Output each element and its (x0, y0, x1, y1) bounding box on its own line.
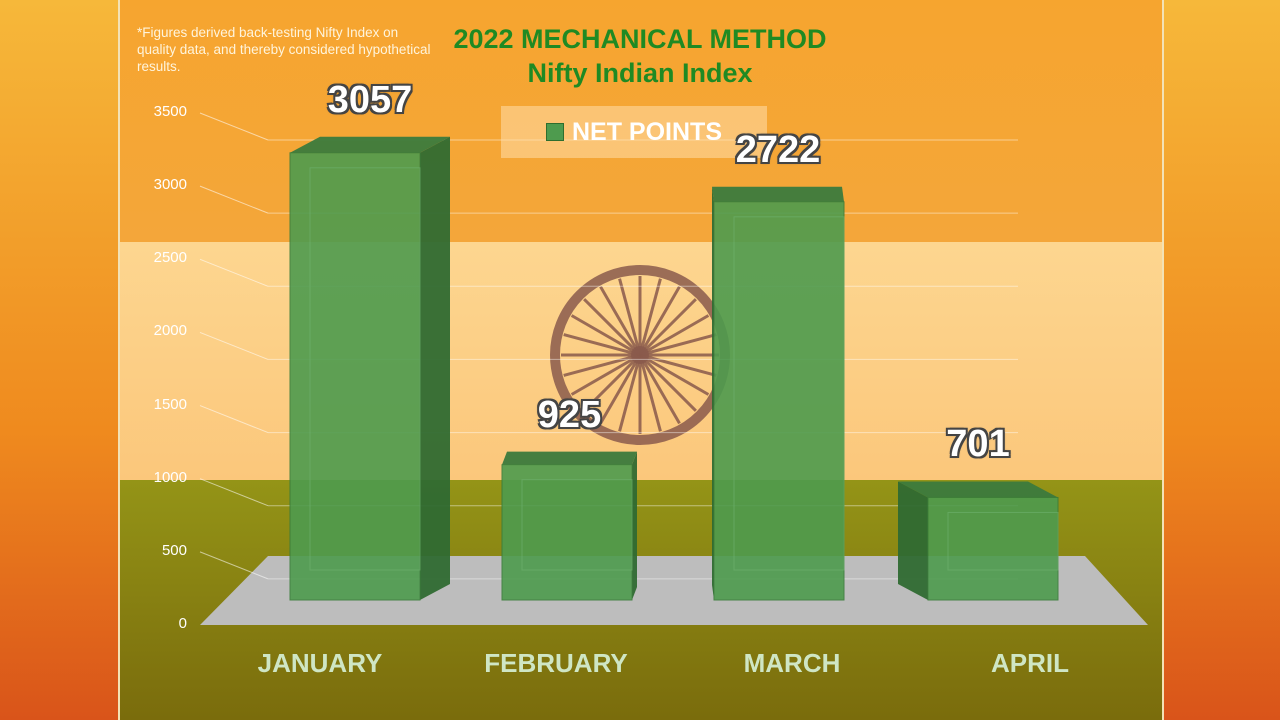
y-tick-label: 3500 (153, 103, 187, 120)
bar (713, 201, 845, 601)
chakra-spoke (638, 353, 697, 412)
gridline-side (199, 185, 269, 214)
legend-label: NET POINTS (571, 117, 722, 146)
gridline-side (199, 258, 269, 287)
chart-subtitle: Nifty Indian Index (527, 58, 753, 88)
right-border (1164, 0, 1280, 720)
x-tick-label: JANUARY (257, 648, 383, 678)
chakra-spoke (639, 353, 717, 377)
y-tick-label: 0 (178, 615, 187, 632)
bar-inner-edge (947, 511, 1059, 571)
chakra-spoke (618, 278, 642, 356)
bar (501, 464, 633, 601)
y-tick-label: 3000 (153, 176, 187, 194)
chart-title-main: 2022 MECHANICAL METHOD (453, 24, 827, 54)
chakra-spoke (563, 333, 641, 357)
chakra-spoke (618, 354, 642, 432)
legend: NET POINTS (501, 106, 767, 158)
chakra-spoke (639, 333, 717, 357)
bar-side (632, 451, 637, 600)
chakra-spoke (638, 354, 662, 432)
chakra-spoke (638, 298, 697, 357)
chakra-spoke (583, 298, 642, 357)
bar-inner-edge (521, 479, 633, 571)
data-label: 2722 (735, 128, 821, 171)
bar-top (712, 186, 844, 202)
x-tick-label: MARCH (743, 648, 841, 678)
chakra-spoke (570, 314, 641, 357)
bar-inner-edge (309, 167, 421, 571)
chakra-spoke (563, 353, 641, 377)
left-border (0, 0, 118, 720)
chakra-spoke (639, 314, 710, 357)
y-tick-label: 2500 (153, 249, 187, 267)
gridline-side (199, 331, 269, 360)
chakra-spoke (638, 354, 681, 425)
chakra-spoke (599, 285, 642, 356)
chakra-spoke (583, 353, 642, 412)
data-label: 701 (946, 423, 1010, 466)
legend-swatch (545, 123, 564, 141)
bar-side (420, 136, 450, 600)
gridline-side (199, 405, 269, 434)
y-tick-label: 1000 (153, 468, 187, 486)
y-tick-label: 2000 (153, 322, 187, 340)
data-label: 3057 (327, 78, 413, 121)
y-tick-label: 1500 (153, 395, 187, 413)
gridline-side (199, 551, 269, 580)
bar-inner-edge (733, 216, 845, 571)
chakra-spoke (599, 354, 642, 425)
bar-side (898, 481, 928, 600)
chakra-spoke (570, 353, 641, 396)
x-tick-label: APRIL (991, 648, 1069, 678)
bar-top (502, 451, 637, 465)
bar-top (898, 481, 1058, 498)
bar-top (290, 136, 450, 153)
chart-title: 2022 MECHANICAL METHOD Nifty Indian Inde… (380, 22, 900, 90)
y-tick-label: 500 (161, 541, 187, 559)
bar (289, 152, 421, 601)
gridline-side (199, 478, 269, 507)
chakra-spoke (638, 285, 681, 356)
x-tick-label: FEBRUARY (484, 648, 628, 678)
gridline-side (199, 112, 269, 141)
bar (927, 496, 1059, 601)
data-label: 925 (537, 393, 602, 436)
chakra-spoke (638, 278, 662, 356)
chakra-spoke (639, 353, 710, 396)
disclaimer-note: *Figures derived back-testing Nifty Inde… (137, 25, 431, 74)
